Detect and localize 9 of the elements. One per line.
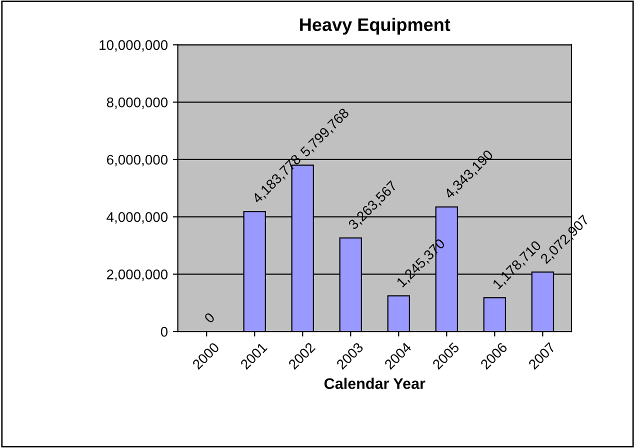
y-tick-label: 0 bbox=[160, 326, 168, 337]
y-tick-label: 10,000,000 bbox=[100, 40, 168, 52]
y-tick-label: 2,000,000 bbox=[106, 270, 168, 281]
y-tick-label: 8,000,000 bbox=[106, 97, 168, 109]
data-label: 0 bbox=[204, 312, 216, 324]
y-tick-label: 6,000,000 bbox=[107, 154, 168, 166]
chart-title: Heavy Equipment bbox=[300, 18, 450, 35]
x-axis-title: Calendar Year bbox=[324, 378, 426, 390]
y-tick-label: 4,000,000 bbox=[106, 212, 168, 224]
